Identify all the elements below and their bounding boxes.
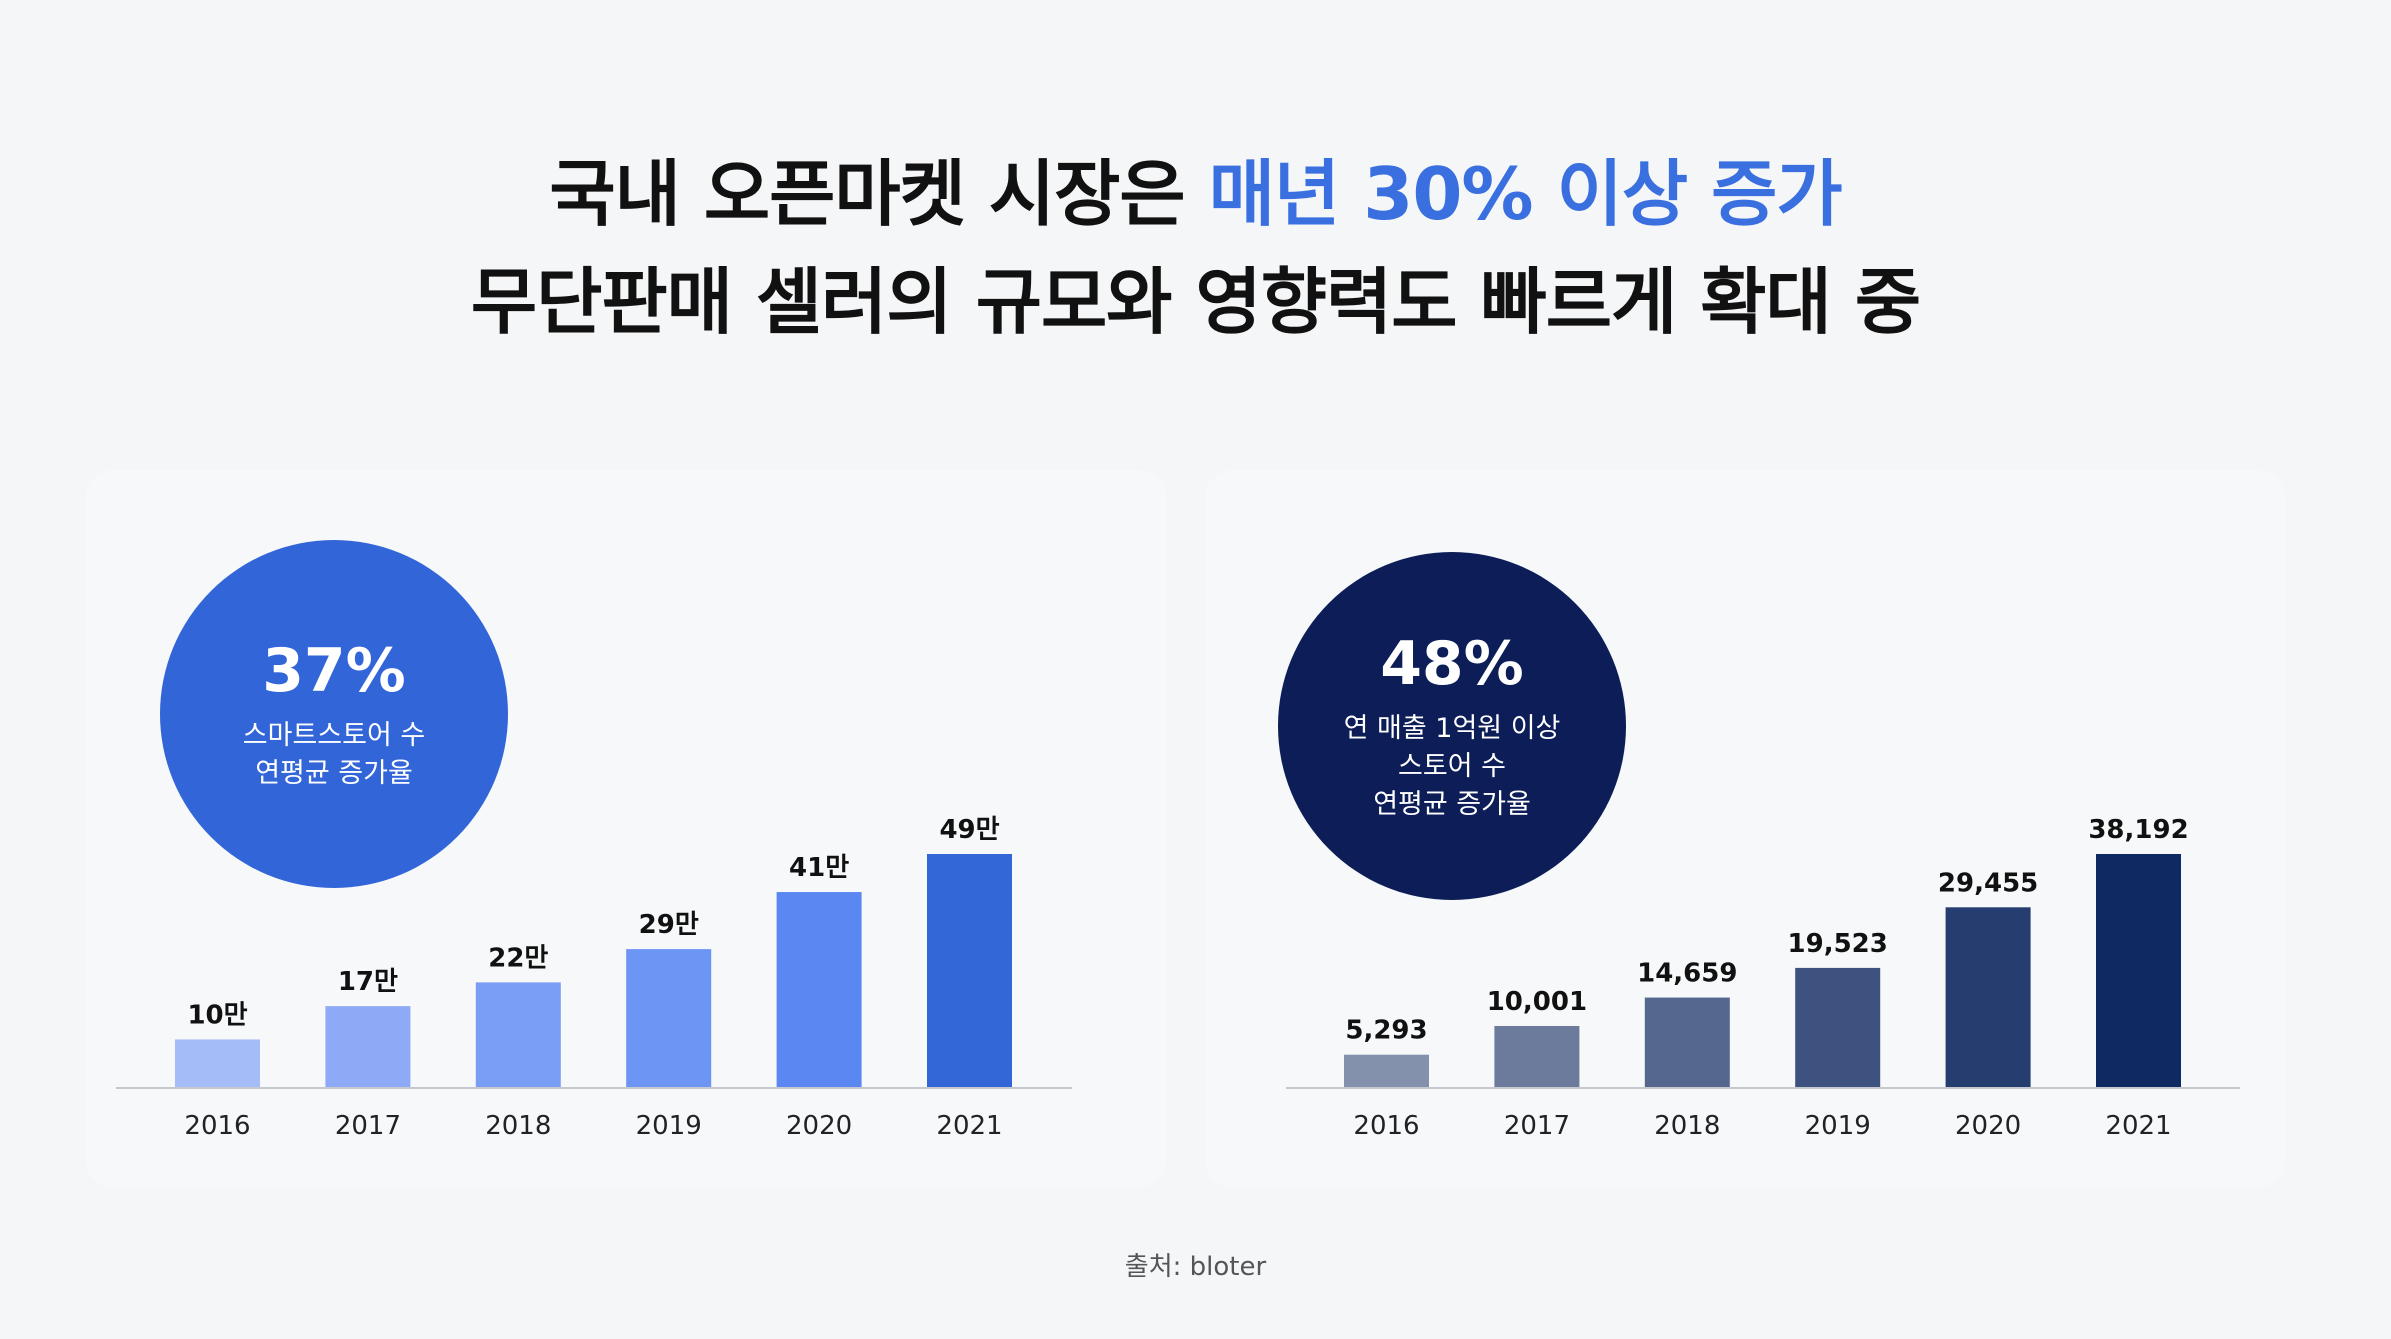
store-bar-2020: [776, 892, 862, 1087]
store-bar-2018: [475, 982, 561, 1087]
high-revenue-growth-badge: 48% 연 매출 1억원 이상 스토어 수 연평균 증가율: [1278, 552, 1626, 900]
store-bar-2016: [175, 1039, 260, 1087]
revenue-bar-2018: [1644, 997, 1730, 1087]
revenue-bar-label: 14,659: [1637, 959, 1737, 989]
store-bar-2019: [626, 949, 712, 1087]
store-year-tick: 2020: [786, 1111, 852, 1141]
source-note: 출처: bloter: [1124, 1252, 1267, 1282]
store-bar-label: 10만: [187, 1000, 247, 1030]
revenue-bar-label: 38,192: [2088, 815, 2188, 845]
headline: 국내 오픈마켓 시장은 매년 30% 이상 증가 무단판매 셀러의 규모와 영향…: [0, 140, 2391, 356]
store-bar-2017: [325, 1006, 411, 1087]
store-growth-badge: 37% 스마트스토어 수 연평균 증가율: [160, 540, 508, 888]
revenue-bar-label: 5,293: [1345, 1016, 1427, 1046]
headline-line-1: 국내 오픈마켓 시장은 매년 30% 이상 증가: [0, 140, 2391, 248]
revenue-year-tick: 2016: [1353, 1111, 1419, 1141]
headline-line-2: 무단판매 셀러의 규모와 영향력도 빠르게 확대 중: [470, 260, 1921, 344]
revenue-bar-label: 19,523: [1788, 929, 1888, 959]
revenue-year-tick: 2018: [1654, 1111, 1720, 1141]
high-revenue-growth-desc: 연 매출 1억원 이상 스토어 수 연평균 증가율: [1343, 713, 1561, 820]
revenue-year-tick: 2021: [2105, 1111, 2171, 1141]
headline-accent: 매년 30% 이상 증가: [1208, 152, 1843, 236]
store-growth-desc: 스마트스토어 수 연평균 증가율: [242, 720, 426, 789]
revenue-bar-2020: [1945, 907, 2031, 1087]
revenue-bar-2021: [2096, 854, 2181, 1087]
store-bar-label: 41만: [789, 853, 849, 883]
revenue-year-tick: 2017: [1504, 1111, 1570, 1141]
revenue-bar-2017: [1494, 1025, 1580, 1087]
headline-prefix: 국내 오픈마켓 시장은: [549, 152, 1209, 236]
revenue-bar-label: 10,001: [1487, 987, 1587, 1017]
store-bar-2021: [927, 854, 1012, 1087]
store-bar-label: 29만: [639, 910, 699, 940]
high-revenue-growth-rate: 48%: [1380, 629, 1524, 699]
revenue-year-tick: 2020: [1955, 1111, 2021, 1141]
store-bar-label: 49만: [939, 815, 999, 845]
store-growth-rate: 37%: [262, 636, 406, 706]
store-bar-label: 17만: [338, 967, 398, 997]
store-year-tick: 2019: [636, 1111, 702, 1141]
revenue-year-tick: 2019: [1805, 1111, 1871, 1141]
store-year-tick: 2021: [936, 1111, 1002, 1141]
revenue-bar-2019: [1795, 967, 1881, 1087]
store-year-tick: 2016: [184, 1111, 250, 1141]
revenue-bar-2016: [1344, 1054, 1429, 1087]
revenue-bar-label: 29,455: [1938, 868, 2038, 898]
store-year-tick: 2018: [485, 1111, 551, 1141]
store-year-tick: 2017: [335, 1111, 401, 1141]
store-bar-label: 22만: [488, 943, 548, 973]
